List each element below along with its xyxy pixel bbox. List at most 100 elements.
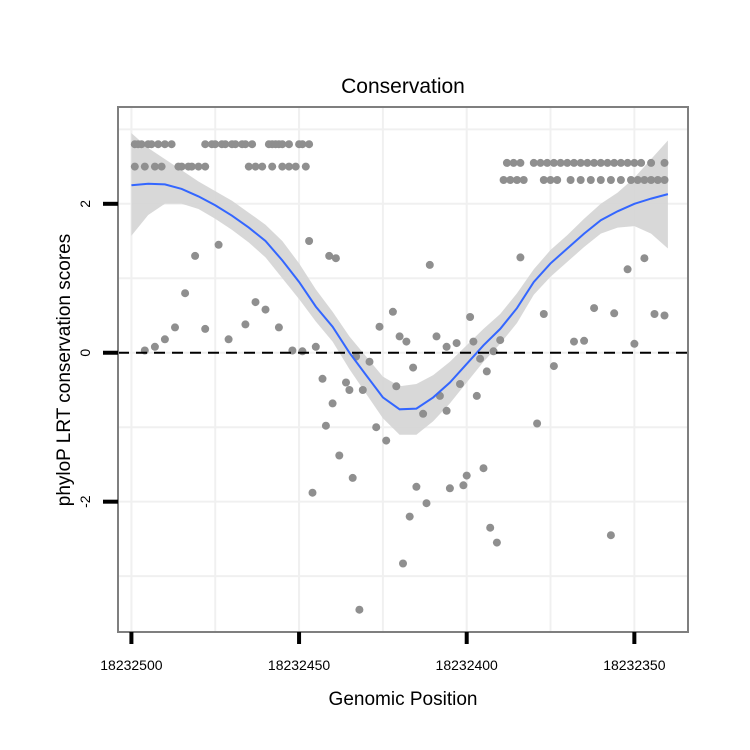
data-point [647,176,656,184]
data-point [576,176,585,184]
data-point [590,304,599,313]
data-point [499,176,508,184]
data-point [171,323,179,332]
data-point [331,254,340,263]
data-point [191,251,200,260]
data-point [640,176,649,184]
data-point [432,332,441,341]
data-point [382,436,391,445]
data-point [325,251,334,260]
data-point [623,265,632,274]
x-tick-label: 18232400 [436,657,499,673]
smooth-line-layer [131,182,669,411]
data-point [261,305,270,314]
data-point [194,162,203,171]
data-point [472,391,481,400]
x-tick-label: 18232350 [603,657,666,673]
data-point [181,289,190,298]
data-point [603,158,612,167]
data-point [157,162,166,171]
chart-title: Conservation [341,75,465,98]
data-point [147,140,156,149]
data-point [248,140,257,149]
data-point [291,162,300,171]
data-point [502,158,511,167]
data-point [305,237,314,245]
data-point [496,336,505,345]
data-point [456,380,464,388]
y-axis-title: phyloP LRT conservation scores [54,234,75,507]
data-point [610,309,619,318]
data-point [251,298,260,307]
data-point [409,363,418,372]
data-point [358,386,367,394]
data-point [241,140,250,149]
data-point [224,335,233,344]
data-point [392,382,401,391]
data-point [160,335,169,344]
data-point [425,260,434,269]
data-point [388,307,397,316]
data-point [516,158,525,167]
data-point [633,176,642,184]
data-point [606,531,615,540]
data-point [395,332,404,341]
data-point [533,419,542,428]
data-point [177,162,186,171]
y-tick-label: 2 [77,200,93,208]
data-point [539,310,548,318]
x-tick-label: 18232500 [100,657,163,673]
data-point [241,320,250,329]
data-point [637,158,646,167]
data-point [328,399,337,408]
data-point [627,176,635,184]
data-point [660,176,669,184]
data-point [469,337,478,346]
data-point [506,176,515,184]
data-point [345,386,354,394]
data-point [201,162,210,171]
data-point [402,337,411,346]
data-point [298,347,307,356]
data-point [452,339,461,348]
data-point [513,176,521,184]
x-axis: 18232500 18232450 18232400 18232350 [100,632,666,673]
data-point [553,176,562,184]
data-point [375,322,384,331]
data-point [462,471,471,480]
data-point [556,158,565,167]
data-point [274,323,283,332]
data-point [154,140,163,149]
data-point [660,311,669,320]
data-point [137,140,146,149]
data-point [308,488,317,497]
data-point [278,140,287,149]
data-point [268,162,277,171]
data-point [211,140,220,149]
data-point [348,473,357,482]
data-point [519,176,528,184]
data-point [616,176,625,184]
data-point [201,324,210,333]
data-point [372,423,381,432]
data-point [536,158,545,167]
data-point [221,140,230,149]
plot-panel [117,106,689,633]
data-point [570,337,578,346]
data-point [516,253,525,262]
data-point [459,481,468,490]
data-point [399,559,407,568]
data-point [466,313,475,321]
data-point [576,158,585,167]
data-points-layer [130,140,669,614]
data-point [140,162,149,171]
data-point [278,162,287,171]
data-point [583,158,592,167]
data-point [653,176,662,184]
data-point [596,158,605,167]
data-point [640,254,649,263]
data-point [321,421,330,430]
data-point [580,336,589,345]
data-point [650,310,659,318]
